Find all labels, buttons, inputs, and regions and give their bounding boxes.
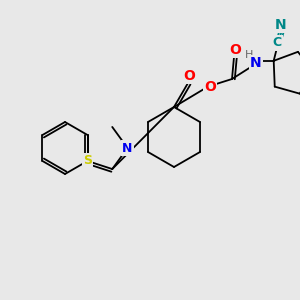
Text: H: H xyxy=(245,50,253,60)
Text: O: O xyxy=(183,69,195,83)
Text: O: O xyxy=(204,80,216,94)
Text: S: S xyxy=(83,154,92,167)
Text: N: N xyxy=(122,142,133,154)
Text: N: N xyxy=(275,18,286,32)
Text: C: C xyxy=(272,36,281,49)
Text: N: N xyxy=(250,56,262,70)
Text: O: O xyxy=(229,43,241,57)
